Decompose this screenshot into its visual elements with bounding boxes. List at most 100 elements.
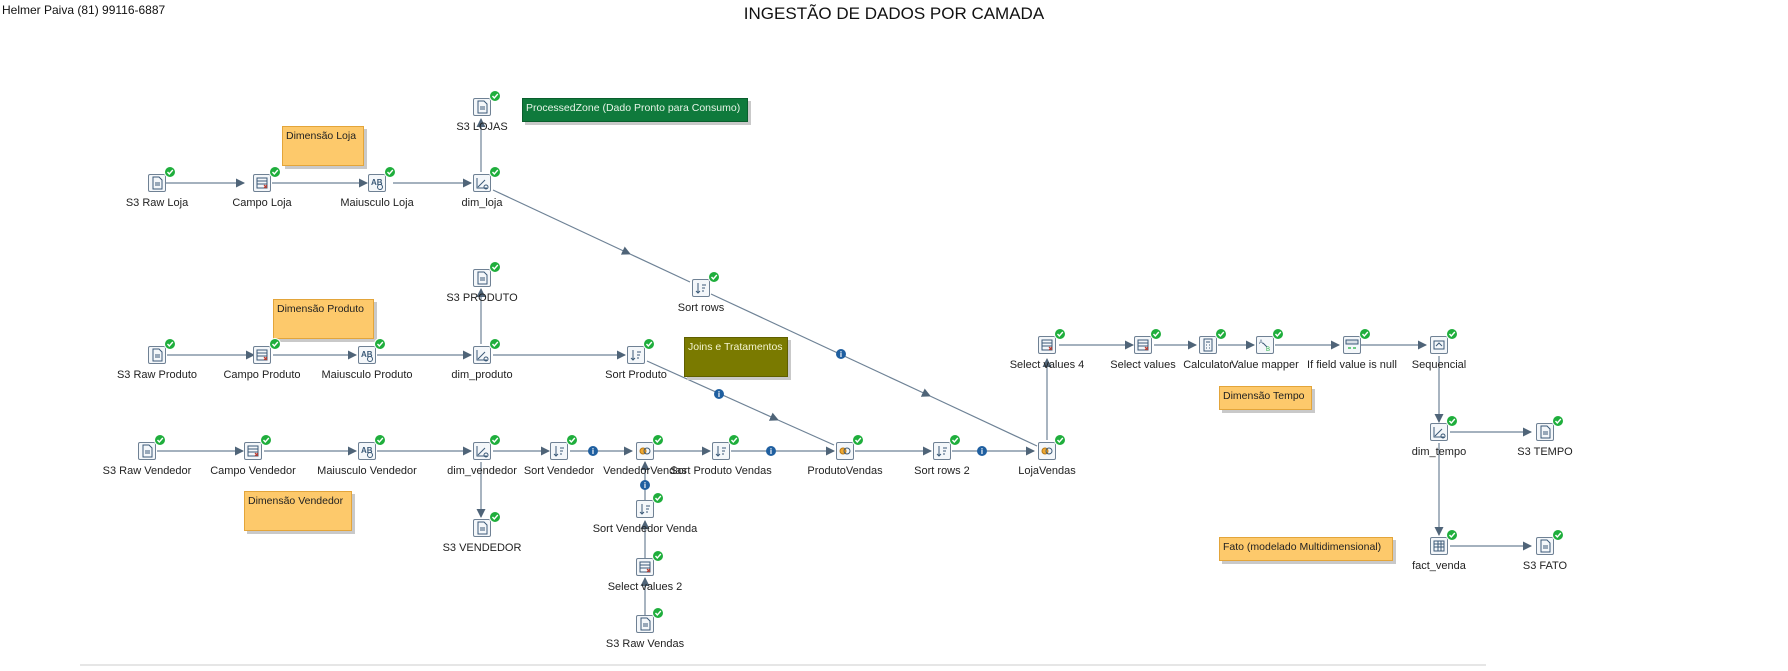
step-label: Maiusculo Produto <box>321 369 413 381</box>
step-label: S3 PRODUTO <box>446 292 518 304</box>
dimension-lookup-icon[interactable] <box>473 174 491 192</box>
select-fields-icon[interactable] <box>636 558 654 576</box>
file-output-icon[interactable] <box>1536 537 1554 555</box>
hop-info-icon <box>588 446 598 456</box>
step-label: fact_venda <box>1412 560 1466 572</box>
success-check-icon <box>1215 328 1227 340</box>
svg-text:i: i <box>644 481 646 490</box>
select-fields-icon[interactable] <box>253 346 271 364</box>
svg-text:i: i <box>592 447 594 456</box>
if-null-icon[interactable] <box>1343 336 1361 354</box>
success-check-icon <box>1552 415 1564 427</box>
success-check-icon <box>1054 434 1066 446</box>
step-label: S3 LOJAS <box>456 121 508 133</box>
success-check-icon <box>728 434 740 446</box>
step-label: Campo Loja <box>232 197 292 209</box>
svg-text:i: i <box>718 390 720 399</box>
calculator-icon[interactable] <box>1199 336 1217 354</box>
success-check-icon <box>652 607 664 619</box>
string-operation-icon[interactable]: AB <box>358 442 376 460</box>
file-output-icon[interactable] <box>473 269 491 287</box>
step-label: If field value is null <box>1307 359 1397 371</box>
sequence-icon[interactable] <box>1430 336 1448 354</box>
success-check-icon <box>652 492 664 504</box>
success-check-icon <box>374 338 386 350</box>
sort-icon[interactable] <box>692 279 710 297</box>
hop <box>710 293 931 397</box>
svg-text:A: A <box>1259 340 1263 346</box>
file-output-icon[interactable] <box>473 519 491 537</box>
success-check-icon <box>164 166 176 178</box>
svg-text:i: i <box>770 447 772 456</box>
note-processed-zone[interactable]: ProcessedZone (Dado Pronto para Consumo) <box>522 98 748 122</box>
string-operation-icon[interactable]: AB <box>368 174 386 192</box>
step-label: S3 Raw Produto <box>116 369 198 381</box>
step-label: Maiusculo Vendedor <box>317 465 417 477</box>
note-joins-tratamentos[interactable]: Joins e Tratamentos <box>684 337 788 377</box>
dimension-lookup-icon[interactable] <box>1430 423 1448 441</box>
select-fields-icon[interactable] <box>244 442 262 460</box>
sort-icon[interactable] <box>550 442 568 460</box>
file-output-icon[interactable] <box>473 98 491 116</box>
note-dimensao-loja[interactable]: Dimensão Loja <box>282 126 364 166</box>
success-check-icon <box>489 90 501 102</box>
dimension-lookup-icon[interactable] <box>473 442 491 460</box>
success-check-icon <box>269 166 281 178</box>
select-fields-icon[interactable] <box>253 174 271 192</box>
note-fato[interactable]: Fato (modelado Multidimensional) <box>1219 537 1393 561</box>
hop-info-icon <box>977 446 987 456</box>
success-check-icon <box>1552 529 1564 541</box>
merge-join-icon[interactable] <box>1038 442 1056 460</box>
step-label: S3 Raw Vendas <box>605 638 685 650</box>
file-input-icon[interactable] <box>148 346 166 364</box>
sort-icon[interactable] <box>627 346 645 364</box>
file-input-icon[interactable] <box>148 174 166 192</box>
sort-icon[interactable] <box>712 442 730 460</box>
merge-join-icon[interactable] <box>636 442 654 460</box>
step-label: Value mapper <box>1231 359 1299 371</box>
page-title: INGESTÃO DE DADOS POR CAMADA <box>743 4 1045 23</box>
file-input-icon[interactable] <box>636 615 654 633</box>
success-check-icon <box>489 261 501 273</box>
step-label: Sort Produto <box>605 369 667 381</box>
step-label: ProdutoVendas <box>807 465 883 477</box>
step-label: Select values <box>1110 359 1176 371</box>
success-check-icon <box>489 511 501 523</box>
note-dimensao-vendedor[interactable]: Dimensão Vendedor <box>244 491 352 531</box>
success-check-icon <box>566 434 578 446</box>
file-output-icon[interactable] <box>1536 423 1554 441</box>
select-fields-icon[interactable] <box>1038 336 1056 354</box>
svg-text:B: B <box>1266 347 1270 353</box>
success-check-icon <box>852 434 864 446</box>
hop-info-icon <box>766 446 776 456</box>
author-contact: Helmer Paiva (81) 99116-6887 <box>2 3 166 17</box>
merge-join-icon[interactable] <box>836 442 854 460</box>
string-operation-icon[interactable]: AB <box>358 346 376 364</box>
success-check-icon <box>489 338 501 350</box>
success-check-icon <box>164 338 176 350</box>
sort-icon[interactable] <box>933 442 951 460</box>
dimension-lookup-icon[interactable] <box>473 346 491 364</box>
step-label: Sort rows 2 <box>914 465 970 477</box>
success-check-icon <box>269 338 281 350</box>
select-fields-icon[interactable] <box>1134 336 1152 354</box>
hop <box>646 360 779 421</box>
hop <box>492 189 631 255</box>
step-label: Sort Vendedor <box>523 465 595 477</box>
step-label: S3 Raw Loja <box>125 197 189 209</box>
step-label: Sequencial <box>1411 359 1467 371</box>
success-check-icon <box>708 271 720 283</box>
success-check-icon <box>652 434 664 446</box>
table-output-icon[interactable] <box>1430 537 1448 555</box>
step-label: LojaVendas <box>1018 465 1076 477</box>
note-dimensao-produto[interactable]: Dimensão Produto <box>273 299 374 339</box>
step-label: Select values 4 <box>1009 359 1085 371</box>
step-label: Calculator <box>1183 359 1233 371</box>
note-dimensao-tempo[interactable]: Dimensão Tempo <box>1219 386 1312 410</box>
svg-text:AB: AB <box>371 178 383 187</box>
success-check-icon <box>1446 328 1458 340</box>
sort-icon[interactable] <box>636 500 654 518</box>
file-input-icon[interactable] <box>138 442 156 460</box>
canvas-bottom-border <box>80 664 1486 666</box>
